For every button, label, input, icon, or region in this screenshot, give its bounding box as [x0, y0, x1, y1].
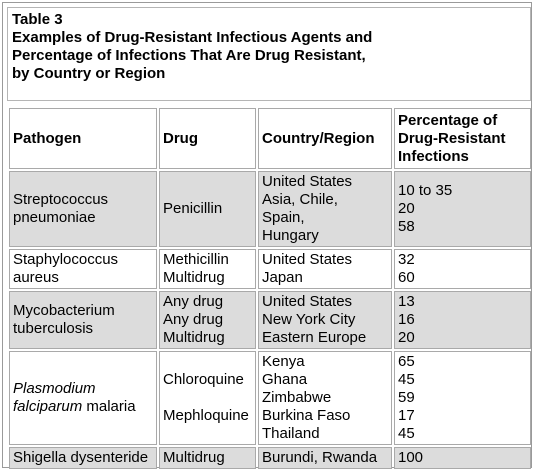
cell-pathogen: Mycobacterium tuberculosis	[9, 291, 157, 349]
cell-percentage: 65 45 59 17 45	[394, 351, 531, 445]
cell-percentage: 13 16 20	[394, 291, 531, 349]
header-country: Country/Region	[258, 108, 392, 169]
table-number: Table 3	[12, 11, 63, 28]
cell-drug: Penicillin	[159, 171, 256, 247]
cell-drug: Any drug Any drug Multidrug	[159, 291, 256, 349]
table-frame: Table 3 Examples of Drug-Resistant Infec…	[2, 2, 533, 471]
cell-country: Kenya Ghana Zimbabwe Burkina Faso Thaila…	[258, 351, 392, 445]
header-pathogen: Pathogen	[9, 108, 157, 169]
header-row: Pathogen Drug Country/Region Percentage …	[9, 108, 531, 169]
header-percentage: Percentage of Drug-Resistant Infections	[394, 108, 531, 169]
header-drug: Drug	[159, 108, 256, 169]
caption-line: Examples of Drug-Resistant Infectious Ag…	[12, 29, 373, 46]
cell-pathogen: Plasmodium falciparum malaria	[9, 351, 157, 445]
cell-country: United States Asia, Chile, Spain, Hungar…	[258, 171, 392, 247]
cell-country: United States Japan	[258, 249, 392, 289]
cell-drug: Multidrug	[159, 447, 256, 469]
cell-percentage: 100	[394, 447, 531, 469]
cell-country: United States New York City Eastern Euro…	[258, 291, 392, 349]
table-row: Mycobacterium tuberculosis Any drug Any …	[9, 291, 531, 349]
caption-line: Percentage of Infections That Are Drug R…	[12, 47, 366, 64]
table-row: Plasmodium falciparum malaria Chloroquin…	[9, 351, 531, 445]
cell-pathogen: Shigella dysenteride	[9, 447, 157, 469]
cell-pathogen: Staphylococcus aureus	[9, 249, 157, 289]
cell-country: Burundi, Rwanda	[258, 447, 392, 469]
cell-drug: Chloroquine Mephloquine	[159, 351, 256, 445]
caption-line: by Country or Region	[12, 65, 166, 82]
table-caption: Table 3 Examples of Drug-Resistant Infec…	[7, 7, 531, 101]
table-row: Staphylococcus aureus Methicillin Multid…	[9, 249, 531, 289]
cell-percentage: 10 to 35 20 58	[394, 171, 531, 247]
table-row: Streptococcus pneumoniae Penicillin Unit…	[9, 171, 531, 247]
table-row: Shigella dysenteride Multidrug Burundi, …	[9, 447, 531, 469]
cell-drug: Methicillin Multidrug	[159, 249, 256, 289]
cell-percentage: 32 60	[394, 249, 531, 289]
drug-resistance-table: Pathogen Drug Country/Region Percentage …	[7, 106, 533, 471]
cell-pathogen: Streptococcus pneumoniae	[9, 171, 157, 247]
